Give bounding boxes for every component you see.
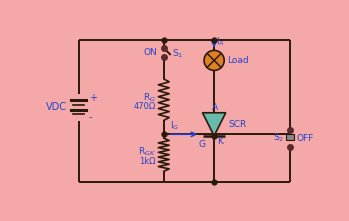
Text: R$_{GK}$: R$_{GK}$ bbox=[138, 146, 156, 158]
Text: SCR: SCR bbox=[228, 120, 246, 129]
Text: R$_G$: R$_G$ bbox=[143, 91, 156, 104]
Text: OFF: OFF bbox=[296, 134, 313, 143]
Circle shape bbox=[204, 50, 224, 70]
Polygon shape bbox=[202, 113, 226, 136]
Text: G: G bbox=[198, 140, 205, 149]
Text: 470Ω: 470Ω bbox=[134, 102, 156, 111]
Text: I$_A$: I$_A$ bbox=[216, 36, 225, 48]
Text: ON: ON bbox=[144, 48, 157, 57]
Text: VDC: VDC bbox=[46, 102, 67, 112]
Text: 1kΩ: 1kΩ bbox=[140, 157, 156, 166]
Text: Load: Load bbox=[227, 56, 249, 65]
FancyBboxPatch shape bbox=[286, 134, 294, 141]
Text: I$_G$: I$_G$ bbox=[170, 120, 179, 132]
Text: -: - bbox=[89, 112, 92, 122]
Text: S$_1$: S$_1$ bbox=[171, 48, 183, 61]
Text: S$_2$: S$_2$ bbox=[273, 132, 284, 144]
Text: A: A bbox=[212, 103, 218, 112]
Text: K: K bbox=[217, 137, 223, 146]
Text: +: + bbox=[89, 93, 97, 103]
